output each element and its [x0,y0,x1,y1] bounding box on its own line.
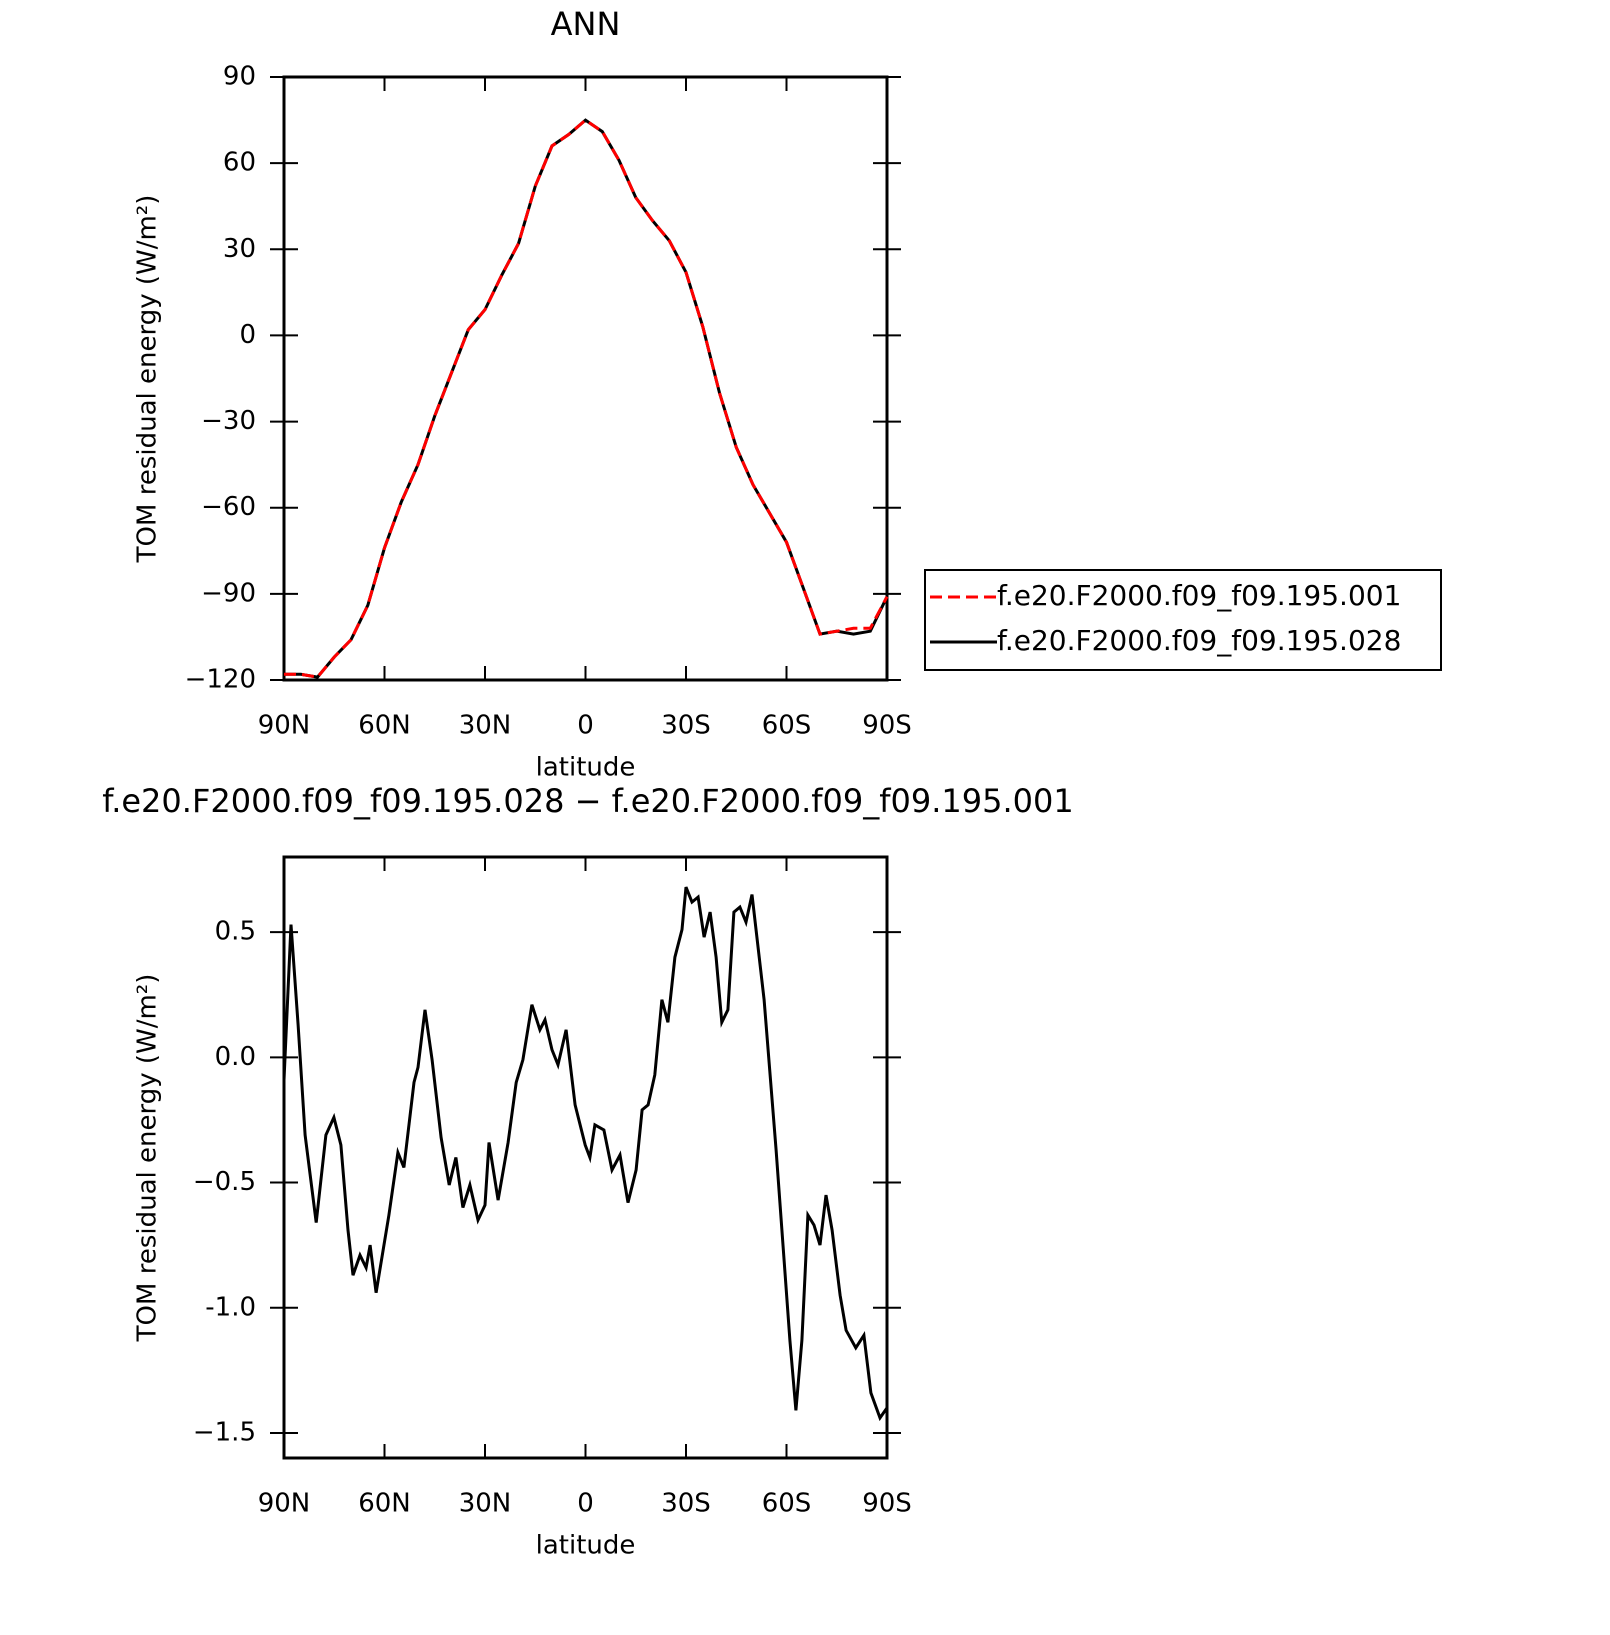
y-tick-label: 30 [223,234,256,264]
y-tick-label: −1.5 [193,1417,256,1447]
y-axis-label: TOM residual energy (W/m²) [133,195,163,564]
y-tick-label: 60 [223,148,256,178]
y-tick-label: -1.0 [205,1292,256,1322]
x-axis-label: latitude [536,1531,636,1561]
y-tick-label: −120 [185,665,256,695]
plot-frame [282,75,889,682]
x-tick-label: 30S [661,1489,711,1519]
x-tick-label: 90S [862,711,912,741]
x-tick-label: 60S [762,711,812,741]
chart-title: ANN [551,5,621,43]
legend-label: f.e20.F2000.f09_f09.195.001 [997,579,1401,612]
x-tick-label: 30N [459,1489,512,1519]
y-axis-label: TOM residual energy (W/m²) [133,974,163,1343]
x-tick-label: 0 [577,1489,594,1519]
y-tick-label: −30 [201,406,256,436]
x-tick-label: 90N [258,711,311,741]
x-tick-label: 30N [459,711,512,741]
data-line [282,886,889,1422]
plot-frame [282,855,889,1460]
y-tick-label: 0.0 [215,1042,256,1072]
x-tick-label: 60S [762,1489,812,1519]
x-tick-label: 90N [258,1489,311,1519]
data-line [284,118,889,679]
y-tick-label: −90 [201,578,256,608]
y-tick-label: −60 [201,492,256,522]
y-tick-label: 0 [239,320,256,350]
chart-title: f.e20.F2000.f09_f09.195.028 − f.e20.F200… [102,782,1074,820]
y-tick-label: 0.5 [215,917,256,947]
legend-label: f.e20.F2000.f09_f09.195.028 [997,624,1401,657]
x-axis-label: latitude [536,753,636,783]
x-tick-label: 30S [661,711,711,741]
data-line [284,118,889,679]
x-tick-label: 90S [862,1489,912,1519]
x-tick-label: 0 [577,711,594,741]
legend-box [924,569,1442,671]
x-tick-label: 60N [358,1489,411,1519]
y-tick-label: 90 [223,62,256,92]
y-tick-label: −0.5 [193,1167,256,1197]
x-tick-label: 60N [358,711,411,741]
